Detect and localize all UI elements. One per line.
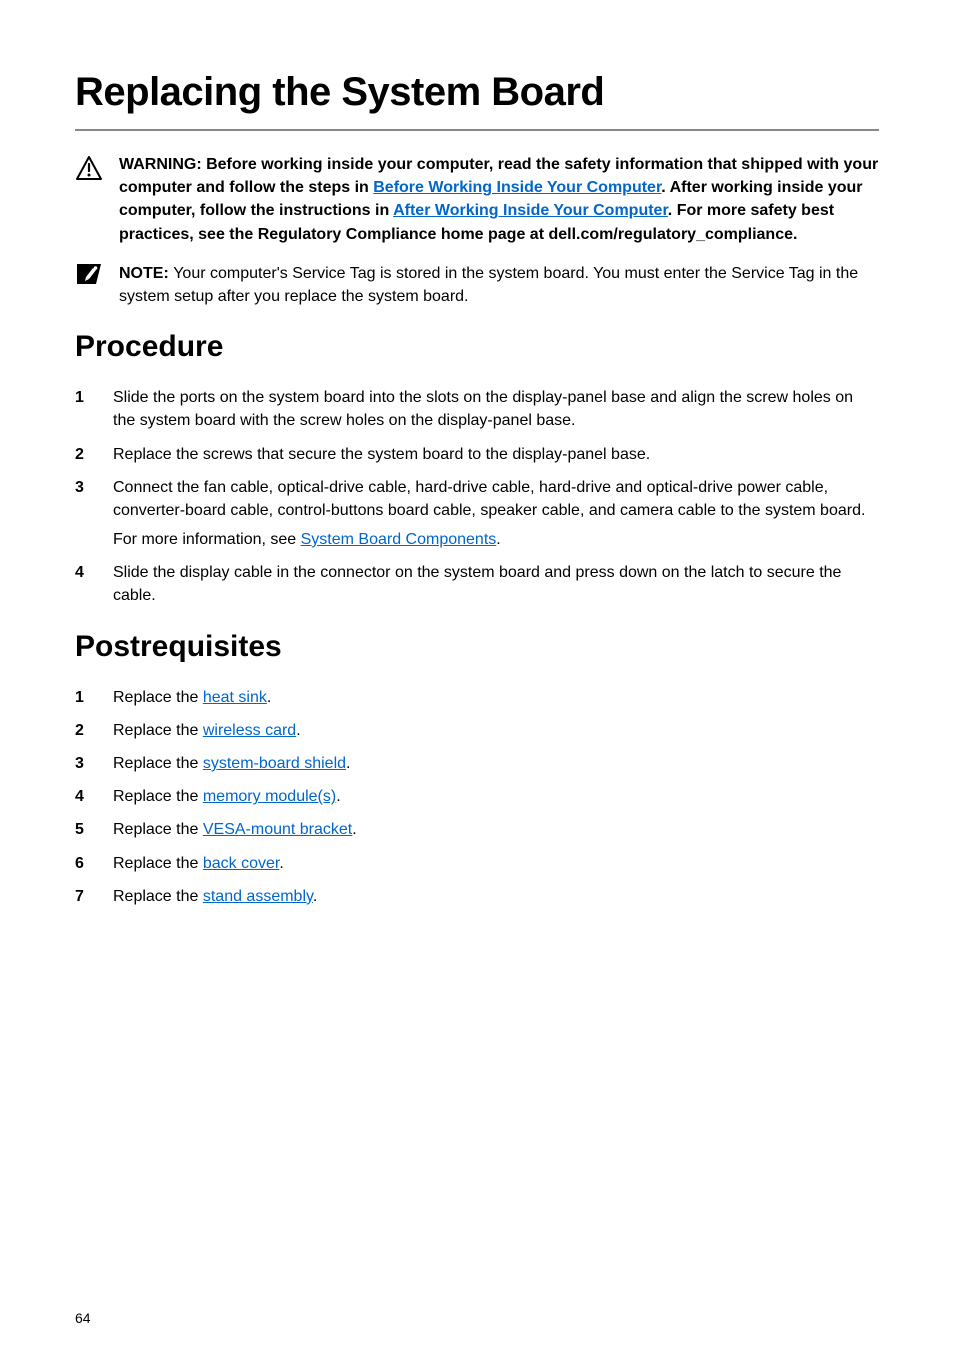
note-pencil-icon bbox=[77, 264, 101, 284]
title-divider bbox=[75, 129, 879, 131]
procedure-heading: Procedure bbox=[75, 330, 879, 364]
item-link[interactable]: memory module(s) bbox=[203, 788, 336, 805]
list-item-content: Slide the display cable in the connector… bbox=[113, 561, 879, 607]
item-link[interactable]: wireless card bbox=[203, 722, 296, 739]
page-title: Replacing the System Board bbox=[75, 70, 879, 115]
list-item-content: Slide the ports on the system board into… bbox=[113, 386, 879, 432]
item-prefix: Replace the bbox=[113, 821, 203, 838]
item-suffix: . bbox=[279, 855, 283, 872]
note-text: NOTE: Your computer's Service Tag is sto… bbox=[119, 262, 879, 308]
postrequisites-item: Replace the heat sink. bbox=[75, 686, 879, 709]
item-suffix: . bbox=[313, 888, 317, 905]
note-block: NOTE: Your computer's Service Tag is sto… bbox=[75, 262, 879, 308]
item-prefix: Replace the bbox=[113, 689, 203, 706]
paragraph-prefix: For more information, see bbox=[113, 531, 301, 548]
list-item-content: Replace the wireless card. bbox=[113, 719, 879, 742]
item-prefix: Replace the bbox=[113, 888, 203, 905]
warning-block: WARNING: Before working inside your comp… bbox=[75, 153, 879, 246]
procedure-list: Slide the ports on the system board into… bbox=[75, 386, 879, 608]
list-item-content: Replace the stand assembly. bbox=[113, 885, 879, 908]
item-suffix: . bbox=[267, 689, 271, 706]
item-link[interactable]: stand assembly bbox=[203, 888, 313, 905]
list-item-content: Replace the memory module(s). bbox=[113, 785, 879, 808]
procedure-item: Connect the fan cable, optical-drive cab… bbox=[75, 476, 879, 552]
paragraph-suffix: . bbox=[496, 531, 500, 548]
list-item-content: Replace the heat sink. bbox=[113, 686, 879, 709]
warning-icon-cell bbox=[75, 153, 119, 186]
postrequisites-heading: Postrequisites bbox=[75, 630, 879, 664]
note-icon-cell bbox=[75, 262, 119, 289]
list-paragraph: Connect the fan cable, optical-drive cab… bbox=[113, 476, 879, 522]
warning-link-before-working[interactable]: Before Working Inside Your Computer bbox=[373, 179, 661, 196]
list-paragraph: Slide the display cable in the connector… bbox=[113, 561, 879, 607]
item-suffix: . bbox=[296, 722, 300, 739]
list-item-content: Replace the screws that secure the syste… bbox=[113, 443, 879, 466]
item-prefix: Replace the bbox=[113, 722, 203, 739]
paragraph-link[interactable]: System Board Components bbox=[301, 531, 497, 548]
item-prefix: Replace the bbox=[113, 855, 203, 872]
note-body: Your computer's Service Tag is stored in… bbox=[119, 265, 858, 305]
item-prefix: Replace the bbox=[113, 755, 203, 772]
item-link[interactable]: system-board shield bbox=[203, 755, 346, 772]
item-suffix: . bbox=[346, 755, 350, 772]
list-paragraph: Replace the screws that secure the syste… bbox=[113, 443, 879, 466]
postrequisites-item: Replace the back cover. bbox=[75, 852, 879, 875]
procedure-item: Replace the screws that secure the syste… bbox=[75, 443, 879, 466]
postrequisites-item: Replace the VESA-mount bracket. bbox=[75, 818, 879, 841]
warning-triangle-icon bbox=[75, 155, 103, 181]
list-paragraph: For more information, see System Board C… bbox=[113, 528, 879, 551]
list-item-content: Connect the fan cable, optical-drive cab… bbox=[113, 476, 879, 552]
postrequisites-item: Replace the system-board shield. bbox=[75, 752, 879, 775]
list-item-content: Replace the VESA-mount bracket. bbox=[113, 818, 879, 841]
postrequisites-item: Replace the stand assembly. bbox=[75, 885, 879, 908]
item-suffix: . bbox=[352, 821, 356, 838]
postrequisites-item: Replace the wireless card. bbox=[75, 719, 879, 742]
procedure-item: Slide the ports on the system board into… bbox=[75, 386, 879, 432]
list-paragraph: Slide the ports on the system board into… bbox=[113, 386, 879, 432]
item-link[interactable]: heat sink bbox=[203, 689, 267, 706]
item-link[interactable]: back cover bbox=[203, 855, 279, 872]
postrequisites-item: Replace the memory module(s). bbox=[75, 785, 879, 808]
list-item-content: Replace the back cover. bbox=[113, 852, 879, 875]
warning-text: WARNING: Before working inside your comp… bbox=[119, 153, 879, 246]
item-suffix: . bbox=[336, 788, 340, 805]
note-prefix: NOTE: bbox=[119, 265, 173, 282]
item-link[interactable]: VESA-mount bracket bbox=[203, 821, 352, 838]
item-prefix: Replace the bbox=[113, 788, 203, 805]
procedure-item: Slide the display cable in the connector… bbox=[75, 561, 879, 607]
postrequisites-list: Replace the heat sink.Replace the wirele… bbox=[75, 686, 879, 908]
page-number: 64 bbox=[75, 1310, 91, 1326]
list-item-content: Replace the system-board shield. bbox=[113, 752, 879, 775]
warning-link-after-working[interactable]: After Working Inside Your Computer bbox=[393, 202, 668, 219]
